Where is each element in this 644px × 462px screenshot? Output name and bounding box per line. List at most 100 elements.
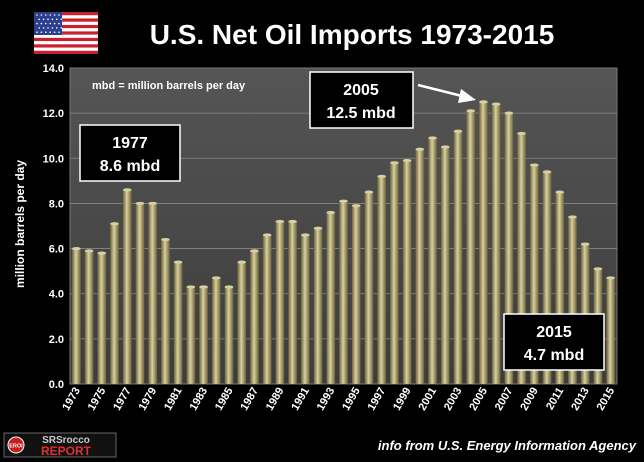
bar-cap-1973	[72, 246, 81, 251]
bar-cap-2008	[517, 131, 526, 136]
x-tick-label: 1999	[391, 386, 414, 413]
bar-1986	[237, 262, 247, 384]
bar-1977	[122, 189, 132, 384]
bar-1997	[377, 176, 386, 384]
bar-cap-2015	[606, 276, 615, 280]
bar-cap-1977	[122, 188, 132, 192]
bar-cap-1992	[313, 226, 323, 230]
bar-1992	[313, 228, 323, 384]
bar-1983	[199, 286, 208, 384]
bar-2001	[428, 137, 437, 384]
callout-1977-value: 8.6 mbd	[100, 158, 160, 175]
bar-1989	[275, 221, 285, 384]
us-flag-icon	[34, 12, 98, 54]
bar-1993	[326, 212, 336, 384]
x-tick-label: 1977	[111, 386, 134, 413]
bar-2008	[517, 133, 526, 384]
bar-cap-1999	[402, 158, 412, 163]
bar-1985	[224, 286, 234, 384]
y-tick-label: 14.0	[43, 63, 64, 75]
x-tick-label: 2011	[544, 386, 566, 413]
bar-cap-2014	[593, 267, 603, 271]
callout-1977-year: 1977	[112, 135, 148, 152]
bar-cap-1979	[148, 201, 158, 206]
y-tick-label: 6.0	[49, 244, 64, 256]
srsrocco-logo: EROI SRSrocco REPORT	[3, 432, 117, 458]
x-tick-label: 2001	[417, 386, 440, 413]
bar-1981	[173, 262, 183, 384]
callout-2015-value: 4.7 mbd	[524, 347, 584, 364]
arrow-2005	[417, 83, 476, 103]
callout-2015: 2015 4.7 mbd	[503, 313, 605, 371]
bar-cap-1986	[237, 260, 247, 264]
bar-2004	[466, 110, 476, 384]
bar-cap-1994	[339, 199, 348, 203]
bar-2012	[568, 216, 577, 384]
bar-cap-1981	[173, 260, 183, 264]
y-tick-label: 2.0	[49, 334, 64, 346]
bar-2005	[479, 101, 488, 384]
bar-2000	[415, 149, 425, 384]
bar-2010	[542, 171, 552, 384]
bar-2002	[440, 147, 450, 384]
bar-1979	[148, 203, 158, 384]
y-tick-label: 0.0	[49, 379, 64, 391]
bar-2006	[491, 104, 501, 384]
x-tick-label: 2015	[595, 386, 618, 413]
bar-1976	[110, 223, 119, 384]
bar-1996	[364, 192, 374, 384]
x-tick-label: 1975	[86, 386, 109, 413]
bar-cap-1989	[275, 219, 285, 224]
y-tick-label: 8.0	[49, 198, 64, 210]
bar-1988	[262, 235, 272, 384]
bar-cap-2009	[529, 163, 539, 167]
bar-cap-1990	[288, 219, 297, 224]
bar-1973	[72, 248, 81, 384]
callout-2005-value: 12.5 mbd	[326, 105, 395, 122]
bar-1975	[97, 253, 107, 384]
y-axis-ticks: 0.0 2.0 4.0 6.0 8.0 10.0 12.0 14.0	[43, 63, 64, 391]
bar-cap-1991	[301, 233, 310, 237]
bar-1990	[288, 221, 297, 384]
bar-cap-1978	[135, 201, 145, 206]
callout-1977: 1977 8.6 mbd	[79, 124, 181, 182]
source-note: info from U.S. Energy Information Agency	[378, 438, 637, 453]
bar-2011	[555, 192, 565, 384]
bar-1980	[161, 239, 170, 384]
x-tick-label: 1987	[238, 386, 261, 413]
bar-cap-2004	[466, 109, 476, 113]
bar-cap-1975	[97, 251, 107, 255]
bar-2009	[529, 165, 539, 384]
y-tick-label: 10.0	[43, 153, 64, 165]
bar-cap-1984	[211, 276, 221, 280]
bar-cap-1985	[224, 285, 234, 289]
bar-1994	[339, 201, 348, 384]
bar-cap-1996	[364, 190, 374, 194]
bar-cap-2010	[542, 170, 552, 174]
bar-cap-1988	[262, 233, 272, 237]
unit-note: mbd = million barrels per day	[92, 80, 246, 92]
x-tick-label: 2007	[493, 386, 516, 413]
x-tick-label: 1991	[289, 386, 312, 413]
x-tick-label: 2003	[442, 386, 465, 413]
bar-cap-1976	[110, 222, 119, 226]
bar-cap-2003	[453, 129, 463, 133]
bar-cap-2011	[555, 190, 565, 194]
bar-1987	[250, 250, 259, 384]
bar-cap-2012	[568, 215, 577, 219]
chart-title: U.S. Net Oil Imports 1973-2015	[150, 19, 555, 50]
bar-cap-1993	[326, 210, 336, 215]
x-tick-label: 1993	[315, 386, 338, 413]
bar-cap-2005	[479, 100, 488, 104]
bar-cap-1980	[161, 237, 170, 242]
logo-line1: SRSrocco	[42, 435, 90, 446]
bar-cap-2002	[440, 145, 450, 149]
bar-cap-2007	[504, 111, 514, 115]
bar-2003	[453, 131, 463, 384]
bar-2007	[504, 113, 514, 385]
logo-line2: REPORT	[41, 444, 92, 458]
x-axis-ticks: 1973 1975 1977 1979 1981 1983 1985 1987 1989 1991…	[60, 386, 617, 413]
bar-cap-2000	[415, 147, 425, 151]
x-tick-label: 1995	[340, 386, 363, 413]
